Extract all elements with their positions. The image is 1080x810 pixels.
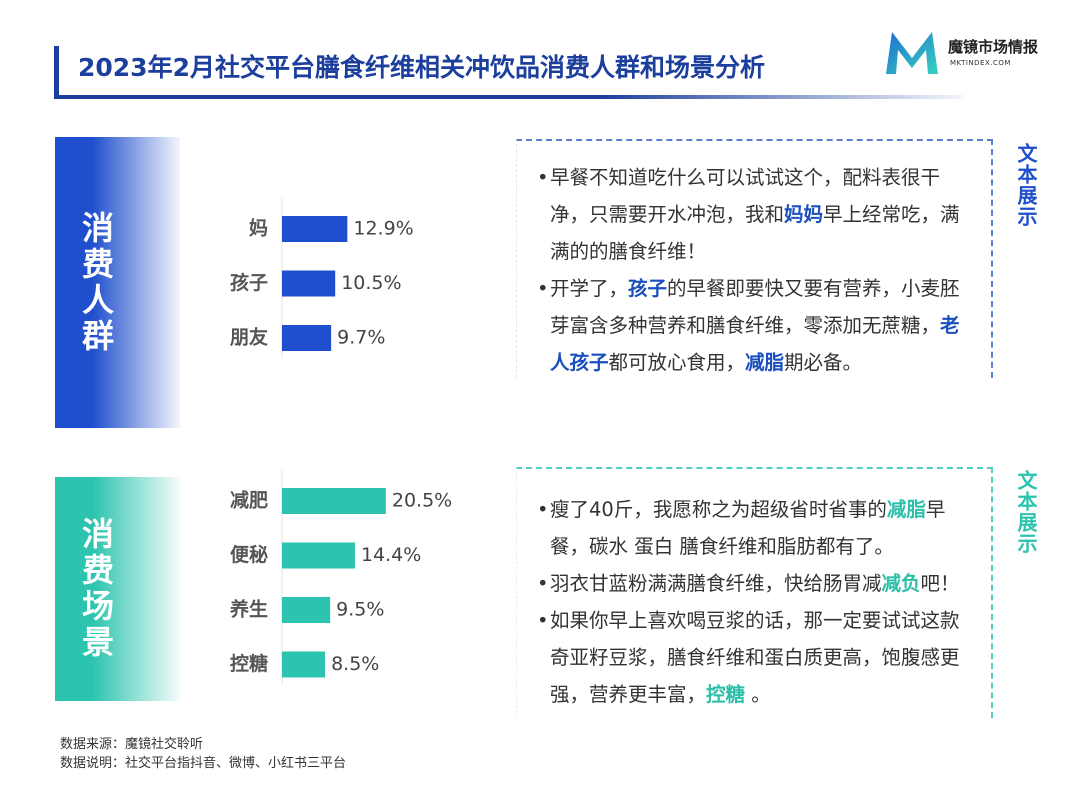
value-label: 9.7% [337, 327, 385, 349]
quote: 瘦了40斤，我愿称之为超级省时省事的减脂早餐，碳水 蛋白 膳食纤维和脂肪都有了。 [537, 491, 971, 565]
panel-tag: 文本展示 [1014, 143, 1038, 227]
quote-text: 如果你早上喜欢喝豆浆的话，那一定要试试这款奇亚籽豆浆，膳食纤维和蛋白质更高，饱腹… [550, 609, 960, 706]
category-label: 控糖 [230, 652, 268, 675]
logo-mark [886, 32, 938, 74]
quote: 羽衣甘蓝粉满满膳食纤维，快给肠胃减减负吧！ [537, 565, 971, 602]
quote-text: 羽衣甘蓝粉满满膳食纤维，快给肠胃减 [550, 572, 882, 595]
bar [282, 216, 348, 242]
quote-text: 。 [745, 683, 771, 706]
quote-text: 开学了， [550, 277, 629, 300]
highlight: 减脂 [886, 498, 926, 521]
highlight: 减负 [881, 572, 921, 595]
quote-text: 早上经常吃，满满的的膳食纤维！ [550, 203, 960, 263]
footnote: 数据来源：魔镜社交聆听 [60, 737, 204, 752]
category-label: 养生 [229, 598, 268, 621]
category-label: 孩子 [230, 271, 268, 294]
quote-text: 都可放心食用， [608, 351, 746, 374]
bar [282, 325, 332, 351]
quote: 如果你早上喜欢喝豆浆的话，那一定要试试这款奇亚籽豆浆，膳食纤维和蛋白质更高，饱腹… [537, 602, 971, 713]
logo-url: MKTINDEX.COM [950, 59, 1011, 67]
quote-box: 早餐不知道吃什么可以试试这个，配料表很干净，只需要开水冲泡，我和妈妈早上经常吃，… [516, 139, 993, 378]
quote-text: 早餐，碳水 蛋白 膳食纤维和脂肪都有了。 [550, 498, 946, 558]
quote-text: 期必备。 [784, 351, 863, 374]
category-label: 朋友 [230, 326, 268, 349]
highlight: 孩子 [628, 277, 668, 300]
highlight: 控糖 [706, 683, 746, 706]
bar [282, 488, 386, 514]
value-label: 12.9% [353, 218, 413, 240]
page-title: 2023年2月社交平台膳食纤维相关冲饮品消费人群和场景分析 [78, 53, 765, 82]
value-label: 20.5% [392, 490, 452, 512]
value-label: 9.5% [336, 599, 384, 621]
quote-text: 瘦了40斤，我愿称之为超级省时省事的 [550, 498, 887, 521]
value-label: 14.4% [361, 544, 421, 566]
quote-text: 吧！ [920, 572, 960, 595]
panel-tag: 文本展示 [1014, 470, 1038, 554]
bar [282, 542, 355, 569]
quote-text: 早餐不知道吃什么可以试试这个，配料表很干净，只需要开水冲泡，我和 [550, 166, 941, 226]
category-label: 便秘 [230, 543, 268, 566]
value-label: 8.5% [331, 653, 379, 675]
group-label-panel: 消费场景 [55, 477, 180, 701]
group-label-panel: 消费人群 [55, 137, 180, 428]
bar [282, 651, 326, 678]
quote: 早餐不知道吃什么可以试试这个，配料表很干净，只需要开水冲泡，我和妈妈早上经常吃，… [537, 159, 971, 270]
category-label: 妈 [249, 218, 268, 240]
bar [282, 597, 331, 623]
quote: 开学了，孩子的早餐即要快又要有营养，小麦胚芽富含多种营养和膳食纤维，零添加无蔗糖… [537, 270, 971, 381]
highlight: 妈妈 [784, 203, 824, 226]
category-label: 减肥 [230, 489, 268, 512]
highlight: 减脂 [745, 351, 785, 374]
quote-text: 的早餐即要快又要有营养，小麦胚芽富含多种营养和膳食纤维，零添加无蔗糖， [550, 277, 960, 337]
title-accent [54, 46, 59, 98]
charts: 妈 12.9% 孩子 10.5% 朋友 9.7% 减肥 20.5% 便秘 14.4% 养生 9.5% 控… [229, 198, 452, 684]
footnote: 数据说明：社交平台指抖音、微博、小红书三平台 [60, 756, 347, 771]
group-label: 消费人群 [77, 210, 115, 355]
highlight: 老人孩子 [550, 314, 960, 374]
quote-box: 瘦了40斤，我愿称之为超级省时省事的减脂早餐，碳水 蛋白 膳食纤维和脂肪都有了。… [516, 467, 993, 718]
logo-name: 魔镜市场情报 [948, 38, 1039, 56]
bar [282, 270, 336, 297]
title-underline [54, 95, 964, 99]
value-label: 10.5% [341, 272, 401, 294]
group-label: 消费场景 [77, 517, 115, 661]
